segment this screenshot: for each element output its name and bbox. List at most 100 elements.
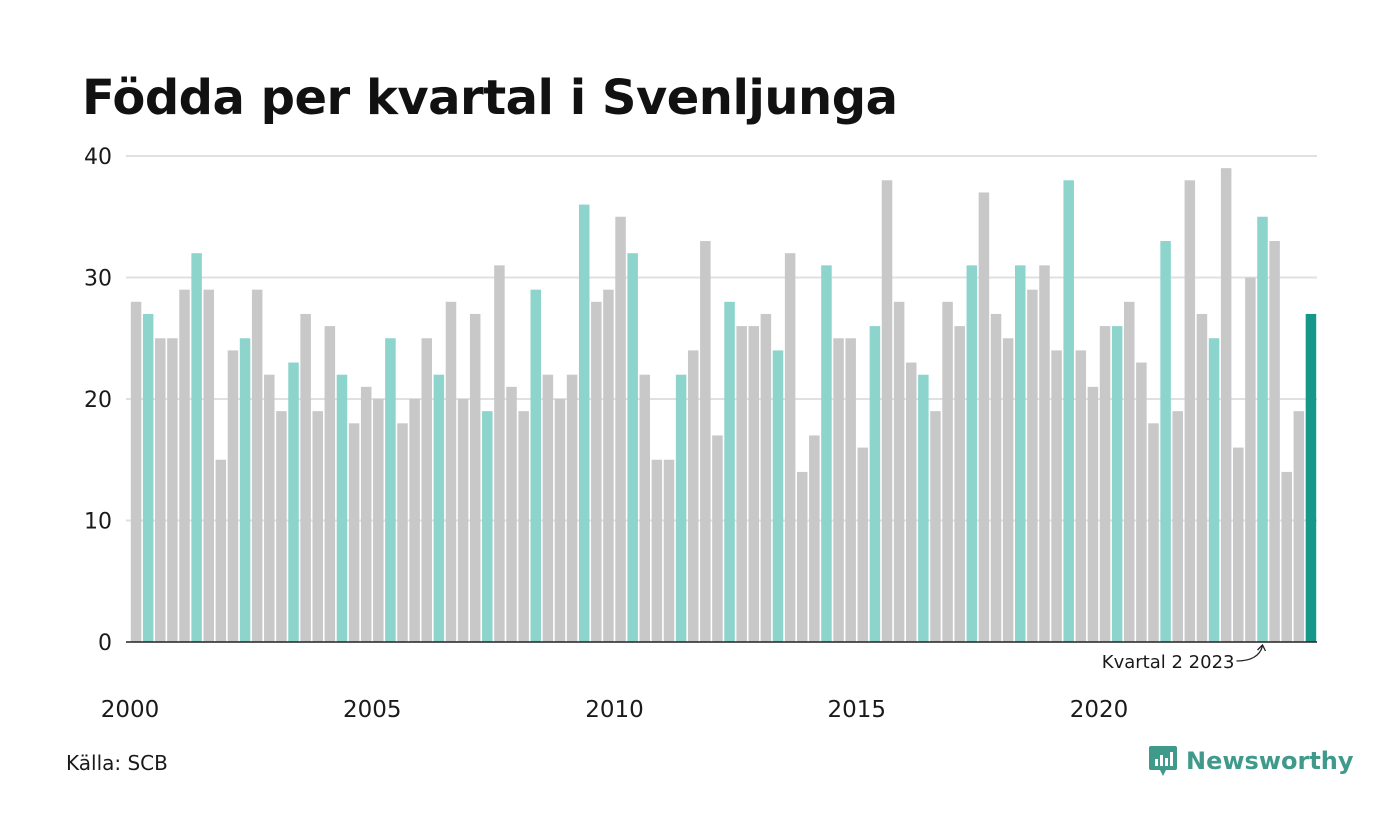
bar bbox=[373, 399, 384, 642]
bar bbox=[784, 253, 796, 642]
bar bbox=[421, 338, 433, 642]
x-axis-ticks: 2000 2005 2010 2015 2020 bbox=[101, 697, 1129, 723]
bar bbox=[1039, 265, 1050, 642]
bar bbox=[1269, 241, 1280, 643]
bar bbox=[1293, 411, 1305, 642]
brand-name: Newsworthy bbox=[1186, 747, 1354, 775]
bar bbox=[457, 399, 469, 642]
bar bbox=[712, 435, 723, 642]
bar bbox=[918, 374, 929, 642]
bar bbox=[155, 338, 166, 642]
bar bbox=[1075, 350, 1087, 642]
bar bbox=[905, 362, 917, 642]
bar bbox=[736, 326, 747, 642]
bar bbox=[1063, 180, 1074, 643]
bar bbox=[639, 374, 651, 642]
bar bbox=[1124, 301, 1135, 642]
bar bbox=[360, 386, 372, 642]
bar bbox=[530, 289, 542, 642]
y-tick-label: 40 bbox=[84, 145, 112, 170]
newsworthy-chart-logo-icon bbox=[1149, 746, 1177, 776]
bar bbox=[1220, 168, 1232, 642]
bar bbox=[264, 374, 275, 642]
y-tick-label: 20 bbox=[84, 388, 112, 413]
bar bbox=[663, 459, 675, 642]
y-tick-label: 0 bbox=[98, 631, 112, 656]
bar bbox=[893, 301, 905, 642]
bar bbox=[578, 204, 590, 642]
bar bbox=[433, 374, 445, 642]
bar bbox=[1196, 313, 1208, 642]
bar bbox=[796, 471, 808, 642]
bar bbox=[821, 265, 832, 642]
bar bbox=[215, 459, 227, 642]
bar bbox=[615, 216, 626, 642]
bar bbox=[930, 411, 941, 642]
bar bbox=[276, 411, 287, 642]
bar bbox=[1233, 447, 1244, 642]
bar bbox=[203, 289, 214, 642]
bar bbox=[506, 386, 517, 642]
bar bbox=[348, 423, 360, 642]
bar bbox=[1281, 471, 1292, 642]
bar bbox=[288, 362, 299, 642]
bar bbox=[1257, 216, 1268, 642]
bar bbox=[1014, 265, 1026, 642]
bar bbox=[869, 326, 881, 642]
bar bbox=[603, 289, 614, 642]
bar-chart: 0 10 20 30 40 2000 2005 2010 2015 2020 Kvartal 2… bbox=[84, 145, 1317, 723]
bar bbox=[130, 301, 142, 642]
bar bbox=[1099, 326, 1111, 642]
bar bbox=[300, 313, 311, 642]
bar bbox=[251, 289, 263, 642]
bar bbox=[942, 301, 953, 642]
bar bbox=[809, 435, 820, 642]
bar bbox=[845, 338, 856, 642]
bar bbox=[239, 338, 251, 642]
bar bbox=[772, 350, 784, 642]
bar bbox=[1087, 386, 1099, 642]
bar bbox=[336, 374, 348, 642]
bar bbox=[482, 411, 493, 642]
bar bbox=[700, 241, 711, 643]
bar bbox=[978, 192, 990, 642]
bar bbox=[191, 253, 202, 642]
bar bbox=[167, 338, 178, 642]
source-label: Källa: SCB bbox=[66, 751, 168, 775]
bar bbox=[385, 338, 396, 642]
y-tick-label: 30 bbox=[84, 267, 112, 292]
bar bbox=[966, 265, 978, 642]
x-tick-label: 2020 bbox=[1070, 697, 1129, 723]
annotation-label: Kvartal 2 2023 bbox=[1102, 652, 1235, 673]
bar bbox=[857, 447, 869, 642]
bar bbox=[990, 313, 1002, 642]
bar bbox=[518, 411, 529, 642]
bar bbox=[397, 423, 408, 642]
bar bbox=[554, 399, 566, 642]
bar bbox=[445, 301, 457, 642]
y-axis-ticks: 0 10 20 30 40 bbox=[84, 145, 112, 656]
bar bbox=[409, 399, 420, 642]
bar bbox=[1148, 423, 1159, 642]
x-tick-label: 2005 bbox=[343, 697, 402, 723]
bar bbox=[1160, 241, 1171, 643]
bar bbox=[651, 459, 663, 642]
bar bbox=[748, 326, 760, 642]
bar bbox=[881, 180, 893, 643]
bar bbox=[760, 313, 772, 642]
bar bbox=[1002, 338, 1014, 642]
bar bbox=[687, 350, 699, 642]
annotation-arrow bbox=[1236, 643, 1267, 662]
chart-title: Födda per kvartal i Svenljunga bbox=[82, 70, 898, 126]
bar bbox=[312, 411, 323, 642]
x-tick-label: 2010 bbox=[585, 697, 644, 723]
bar bbox=[227, 350, 239, 642]
bar bbox=[1111, 326, 1123, 642]
annotation: Kvartal 2 2023 bbox=[1102, 643, 1267, 673]
bar bbox=[494, 265, 505, 642]
x-tick-label: 2000 bbox=[101, 697, 160, 723]
bars bbox=[130, 168, 1317, 643]
bar bbox=[469, 313, 481, 642]
brand-logo: Newsworthy bbox=[1148, 744, 1354, 778]
bar bbox=[1245, 277, 1256, 642]
